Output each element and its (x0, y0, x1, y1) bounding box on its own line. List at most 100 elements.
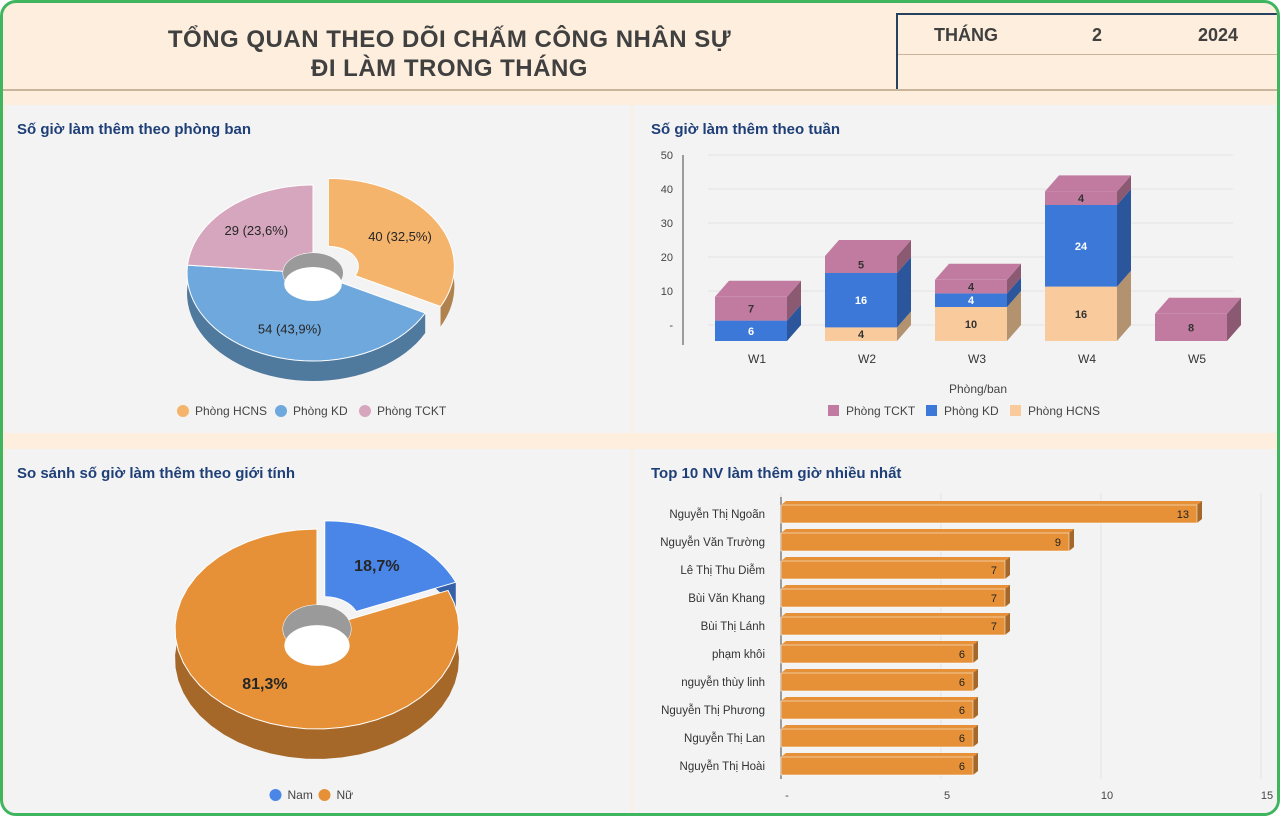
hbar-bui-van-khang (780, 588, 1006, 608)
x-tick-label: W4 (1078, 352, 1096, 366)
bar-top (715, 280, 801, 297)
panel-overtime-by-gender: So sánh số giờ làm thêm theo giới tính 1… (5, 449, 631, 813)
hbar-value-label: 7 (991, 621, 997, 633)
hbar-side (973, 753, 978, 775)
hbar-top (781, 697, 978, 701)
bar-top (935, 263, 1021, 280)
bar-top (1045, 175, 1131, 192)
chart-title-week: Số giờ làm thêm theo tuần (651, 121, 841, 138)
y-tick-label: - (669, 320, 673, 332)
bar-phong-hcns-w3 (935, 307, 1007, 341)
legend-label-phong-tckt: Phòng TCKT (377, 404, 447, 418)
title-line-2: ĐI LÀM TRONG THÁNG (311, 55, 588, 82)
hbar-bui-thi-lanh (780, 616, 1006, 636)
hbar-side (1069, 529, 1074, 551)
panel-top10-employees: Top 10 NV làm thêm giờ nhiều nhất - 5 10 15… (633, 449, 1277, 813)
legend-label-phong-tckt: Phòng TCKT (846, 404, 916, 418)
year-value[interactable]: 2024 (1198, 25, 1239, 45)
legend-swatch-phong-tckt (828, 405, 839, 416)
bar-value-label: 4 (968, 295, 975, 307)
x-tick-label: W2 (858, 352, 876, 366)
x-tick-label: W1 (748, 352, 766, 366)
period-row: THÁNG 2 2024 (898, 15, 1277, 55)
hbar-side (973, 725, 978, 747)
bar-value-label: 6 (748, 326, 754, 338)
hbar-top (781, 557, 1010, 561)
legend-label-nam: Nam (288, 788, 313, 802)
hbar-value-label: 9 (1055, 537, 1061, 549)
hbar-nguyen-van-truong (780, 532, 1070, 552)
hbar-top (781, 725, 978, 729)
bar-value-label: 16 (1075, 309, 1087, 321)
department-pie-chart: 40 (32,5%) 54 (43,9%) 29 (23,6%) Phòng HCNS… (177, 177, 455, 418)
legend-swatch-phong-kd (926, 405, 937, 416)
legend-label-phong-kd: Phòng KD (944, 404, 999, 418)
bar-side (787, 304, 801, 341)
x-tick-label: W5 (1188, 352, 1206, 366)
employee-name-label: Bùi Văn Khang (688, 593, 765, 605)
bar-value-label: 4 (858, 329, 865, 341)
employee-name-label: Bùi Thị Lánh (701, 621, 765, 633)
hbar-value-label: 7 (991, 565, 997, 577)
hbar-top (781, 585, 1010, 589)
bar-top (825, 240, 911, 256)
bar-phong-tckt-w3 (935, 279, 1007, 294)
y-tick-label: 50 (661, 150, 673, 162)
hbar-side (973, 669, 978, 691)
dashboard-title: TỔNG QUAN THEO DÕI CHẤM CÔNG NHÂN SỰ ĐI … (3, 13, 896, 89)
bar-value-label: 10 (965, 319, 977, 331)
bar-side (787, 280, 801, 321)
x-tick-label: 15 (1261, 790, 1273, 802)
chart-title-gender: So sánh số giờ làm thêm theo giới tính (17, 465, 296, 482)
slice-label-phong-hcns: 40 (32,5%) (368, 229, 432, 244)
legend-label-phong-kd: Phòng KD (293, 404, 348, 418)
bar-value-label: 4 (968, 282, 975, 294)
bar-phong-kd-w2 (825, 273, 897, 328)
panel-overtime-by-week: Số giờ làm thêm theo tuần - 10 20 30 40 50 6 7 W… (633, 105, 1277, 433)
bar-value-label: 7 (748, 304, 754, 316)
bar-side (897, 311, 911, 341)
bar-side (897, 240, 911, 273)
bar-side (897, 257, 911, 328)
month-value[interactable]: 2 (1092, 25, 1103, 45)
bar-side (1007, 291, 1021, 341)
bar-phong-kd-w1 (715, 320, 787, 341)
slice-nam (324, 520, 457, 613)
hbar-nguyen-thi-ngoan (780, 504, 1198, 524)
top10-horizontal-bar-chart: - 5 10 15 13 Nguyễn Thị Ngoãn 9 Nguyễn Văn Trườ… (660, 493, 1273, 802)
bar-phong-tckt-w2 (825, 256, 897, 273)
legend-label-phong-hcns: Phòng HCNS (1028, 404, 1100, 418)
legend-swatch-phong-hcns (1010, 405, 1021, 416)
y-tick-label: 10 (661, 286, 673, 298)
employee-name-label: Nguyễn Thị Ngoãn (669, 508, 765, 521)
legend-label-phong-hcns: Phòng HCNS (195, 404, 267, 418)
hbar-top (781, 613, 1010, 617)
hbar-nguyen-thi-phuong (780, 700, 974, 720)
gender-pie-chart: 18,7% 81,3% Nam Nữ (174, 520, 460, 802)
bar-side (1117, 175, 1131, 205)
hbar-value-label: 13 (1177, 509, 1189, 521)
hbar-top (781, 501, 1202, 505)
dashboard-header: TỔNG QUAN THEO DÕI CHẤM CÔNG NHÂN SỰ ĐI … (3, 13, 1277, 91)
x-tick-label: 10 (1101, 790, 1113, 802)
hbar-value-label: 6 (959, 649, 965, 661)
y-tick-label: 20 (661, 252, 673, 264)
hbar-value-label: 6 (959, 677, 965, 689)
hbar-le-thi-thu-diem (780, 560, 1006, 580)
x-tick-label: W3 (968, 352, 986, 366)
employee-name-label: Nguyễn Thị Lan (684, 732, 765, 745)
legend-swatch-phong-kd (275, 405, 287, 417)
bar-side (1007, 263, 1021, 294)
donut-hole-inner (284, 625, 350, 666)
chart-title-top10: Top 10 NV làm thêm giờ nhiều nhất (651, 465, 902, 482)
bar-phong-hcns-w2 (825, 327, 897, 341)
bar-phong-tckt-w1 (715, 296, 787, 321)
title-line-1: TỔNG QUAN THEO DÕI CHẤM CÔNG NHÂN SỰ (167, 26, 732, 53)
bar-side (1117, 270, 1131, 341)
hbar-nguyen-thuy-linh (780, 672, 974, 692)
hbar-side (1005, 613, 1010, 635)
bar-top (1155, 297, 1241, 314)
weekly-stacked-bar-chart: -102030405067W14165W21044W316244W48W5Phò… (661, 150, 1241, 418)
bar-value-label: 24 (1075, 241, 1088, 253)
bar-value-label: 16 (855, 295, 867, 307)
